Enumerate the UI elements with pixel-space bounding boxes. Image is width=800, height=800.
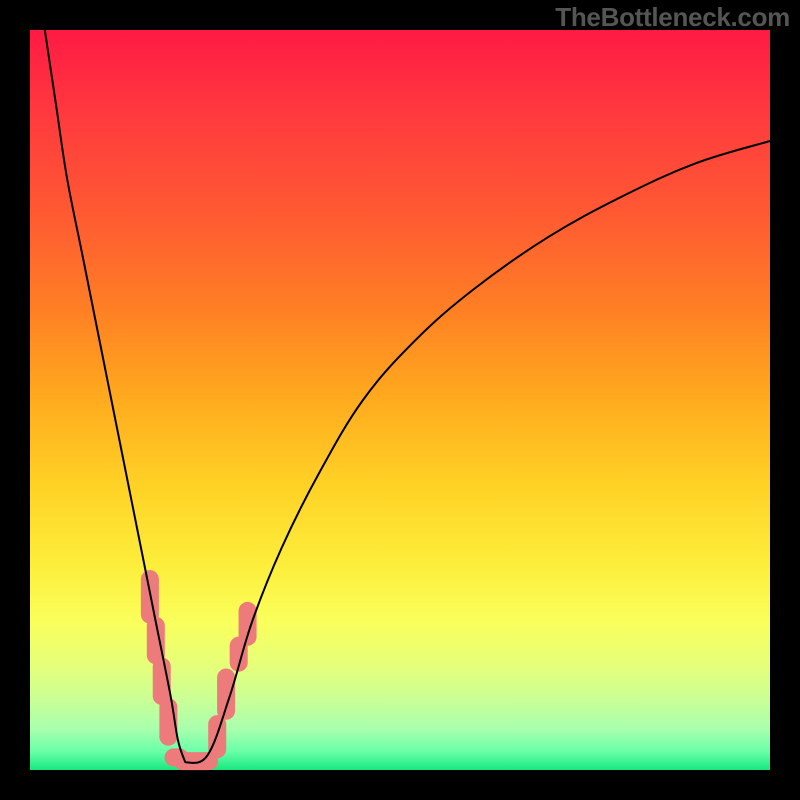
marker-capsule — [239, 602, 257, 646]
bottleneck-chart-svg — [0, 0, 800, 800]
watermark-text: TheBottleneck.com — [555, 2, 790, 33]
marker-capsule — [208, 715, 226, 758]
plot-gradient-background — [30, 30, 770, 770]
chart-canvas: TheBottleneck.com — [0, 0, 800, 800]
marker-capsule — [217, 669, 235, 720]
